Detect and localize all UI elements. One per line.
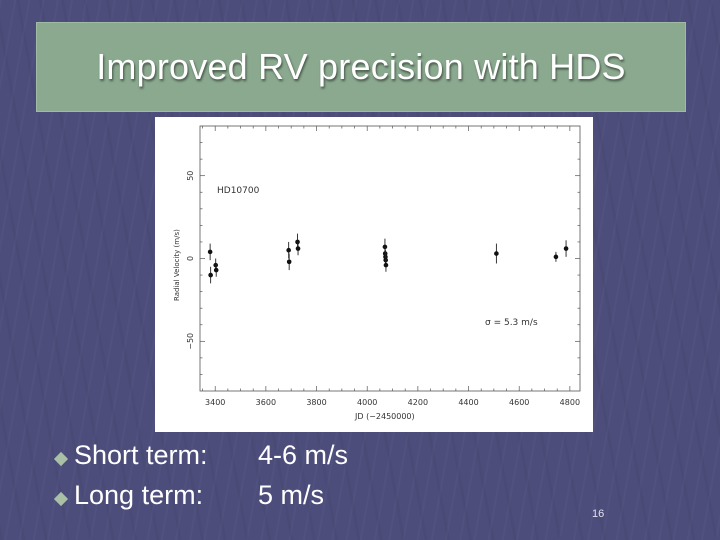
data-point (295, 239, 300, 245)
data-point (553, 254, 559, 260)
star-label: HD10700 (217, 186, 260, 196)
data-point (494, 251, 499, 256)
page-number: 16 (592, 508, 605, 520)
bullet-label: Long term: (74, 480, 204, 510)
diamond-bullet-icon (53, 491, 69, 507)
y-axis-label: Radial Velocity (m/s) (173, 229, 181, 301)
title-band: Improved RV precision with HDS (36, 22, 686, 112)
x-tick-label: 4600 (509, 398, 529, 407)
bullet-item: Long term: 5 m/s (53, 480, 576, 520)
x-tick-label: 4400 (458, 398, 478, 407)
y-tick-label: 0 (186, 256, 195, 261)
data-point (295, 246, 301, 251)
x-axis-label: JD (−2450000) (354, 412, 415, 421)
x-tick-label: 4800 (560, 398, 580, 407)
data-point (208, 272, 213, 278)
data-point (563, 246, 569, 251)
y-tick-label: 50 (186, 171, 195, 181)
sigma-annotation: σ = 5.3 m/s (485, 318, 538, 328)
rv-plot-panel: 3400 3600 3800 4000 4200 4400 4600 4800 −50 0 50 H… (155, 117, 593, 432)
data-point (207, 249, 213, 255)
data-point (286, 247, 291, 253)
rv-scatter-chart: 3400 3600 3800 4000 4200 4400 4600 4800 −50 0 50 H… (173, 125, 581, 421)
bullet-value: 4-6 m/s (258, 440, 349, 470)
diamond-bullet-icon (53, 451, 69, 467)
data-point (213, 267, 219, 273)
data-point (286, 259, 292, 265)
x-tick-label: 4000 (357, 398, 377, 407)
x-tick-label: 3800 (306, 398, 326, 407)
bullet-list: Short term: 4-6 m/s Long term: 5 m/s (53, 440, 576, 520)
bullet-item: Short term: 4-6 m/s (53, 440, 576, 480)
data-point (213, 262, 219, 268)
x-tick-label: 3400 (205, 398, 225, 407)
slide-title: Improved RV precision with HDS (96, 46, 626, 87)
bullet-label: Short term: (74, 440, 208, 470)
x-tick-label: 3600 (256, 398, 276, 407)
data-point (383, 262, 389, 268)
bullet-value: 5 m/s (258, 480, 325, 510)
plot-frame (199, 125, 581, 392)
x-tick-label: 4200 (408, 398, 428, 407)
y-tick-label: −50 (186, 333, 195, 350)
